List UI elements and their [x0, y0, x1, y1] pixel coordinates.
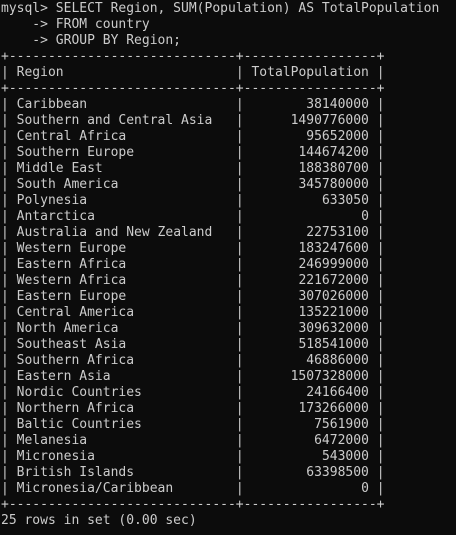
cell-region: North America: [16, 321, 119, 336]
cell-total-population: 144674200: [298, 145, 369, 160]
table-row: | Antarctica | 0 |: [1, 209, 385, 224]
table-row: | Southern and Central Asia | 1490776000…: [1, 113, 385, 128]
table-row: | Micronesia | 543000 |: [1, 449, 385, 464]
cell-region: Baltic Countries: [16, 417, 142, 432]
cell-total-population: 22753100: [306, 225, 369, 240]
cell-region: Southeast Asia: [16, 337, 127, 352]
cell-total-population: 188380700: [298, 161, 369, 176]
cell-total-population: 38140000: [306, 97, 369, 112]
cell-region: Eastern Asia: [16, 369, 111, 384]
table-row: | British Islands | 63398500 |: [1, 465, 385, 480]
table-row: | Western Europe | 183247600 |: [1, 241, 385, 256]
table-row: | Middle East | 188380700 |: [1, 161, 385, 176]
column-header-region: Region: [16, 65, 64, 80]
cell-total-population: 221672000: [298, 273, 369, 288]
cell-total-population: 24166400: [306, 385, 369, 400]
table-header-row: | Region | TotalPopulation |: [1, 65, 385, 80]
cell-region: Western Africa: [16, 273, 127, 288]
cell-region: Southern Europe: [16, 145, 135, 160]
cell-region: Middle East: [16, 161, 103, 176]
cell-total-population: 63398500: [306, 465, 369, 480]
table-row: | Caribbean | 38140000 |: [1, 97, 385, 112]
cell-region: Central Africa: [16, 129, 127, 144]
cell-region: British Islands: [16, 465, 135, 480]
cell-total-population: 95652000: [306, 129, 369, 144]
cell-region: South America: [16, 177, 119, 192]
cell-total-population: 518541000: [298, 337, 369, 352]
cell-region: Melanesia: [16, 433, 88, 448]
cell-total-population: 307026000: [298, 289, 369, 304]
table-row: | South America | 345780000 |: [1, 177, 385, 192]
cell-region: Eastern Africa: [16, 257, 127, 272]
cell-total-population: 0: [361, 209, 369, 224]
table-row: | Southern Europe | 144674200 |: [1, 145, 385, 160]
cell-region: Nordic Countries: [16, 385, 142, 400]
table-row: | Micronesia/Caribbean | 0 |: [1, 481, 385, 496]
cell-total-population: 246999000: [298, 257, 369, 272]
query-line-3: -> GROUP BY Region;: [1, 33, 182, 48]
table-row: | Central America | 135221000 |: [1, 305, 385, 320]
table-border-top: +-----------------------------+---------…: [1, 49, 385, 64]
result-summary: 25 rows in set (0.00 sec): [1, 513, 197, 528]
table-row: | Polynesia | 633050 |: [1, 193, 385, 208]
cell-total-population: 1490776000: [290, 113, 369, 128]
cell-region: Southern Africa: [16, 353, 135, 368]
cell-total-population: 1507328000: [290, 369, 369, 384]
cell-total-population: 183247600: [298, 241, 369, 256]
table-row: | Northern Africa | 173266000 |: [1, 401, 385, 416]
cell-region: Northern Africa: [16, 401, 135, 416]
cell-total-population: 7561900: [314, 417, 369, 432]
cell-total-population: 345780000: [298, 177, 369, 192]
table-row: | Southern Africa | 46886000 |: [1, 353, 385, 368]
table-row: | Eastern Africa | 246999000 |: [1, 257, 385, 272]
table-border-mid: +-----------------------------+---------…: [1, 81, 385, 96]
table-row: | Melanesia | 6472000 |: [1, 433, 385, 448]
table-row: | Eastern Asia | 1507328000 |: [1, 369, 385, 384]
table-row: | Australia and New Zealand | 22753100 |: [1, 225, 385, 240]
cell-region: Antarctica: [16, 209, 95, 224]
cell-total-population: 633050: [321, 193, 369, 208]
cell-region: Australia and New Zealand: [16, 225, 213, 240]
cell-region: Southern and Central Asia: [16, 113, 213, 128]
cell-region: Polynesia: [16, 193, 88, 208]
table-row: | North America | 309632000 |: [1, 321, 385, 336]
table-row: | Baltic Countries | 7561900 |: [1, 417, 385, 432]
cell-region: Western Europe: [16, 241, 127, 256]
table-row: | Nordic Countries | 24166400 |: [1, 385, 385, 400]
table-row: | Southeast Asia | 518541000 |: [1, 337, 385, 352]
cell-total-population: 6472000: [314, 433, 369, 448]
cell-total-population: 309632000: [298, 321, 369, 336]
table-border-bottom: +-----------------------------+---------…: [1, 497, 385, 512]
table-row: | Central Africa | 95652000 |: [1, 129, 385, 144]
table-row: | Western Africa | 221672000 |: [1, 273, 385, 288]
query-line-2: -> FROM country: [1, 17, 150, 32]
cell-total-population: 135221000: [298, 305, 369, 320]
cell-region: Eastern Europe: [16, 289, 127, 304]
table-row: | Eastern Europe | 307026000 |: [1, 289, 385, 304]
cell-total-population: 543000: [321, 449, 369, 464]
query-line-1: mysql> SELECT Region, SUM(Population) AS…: [1, 1, 440, 16]
cell-total-population: 0: [361, 481, 369, 496]
result-rows: | Caribbean | 38140000 | | Southern and C…: [1, 97, 456, 497]
column-header-total-population: TotalPopulation: [251, 65, 369, 80]
cell-total-population: 173266000: [298, 401, 369, 416]
cell-region: Micronesia: [16, 449, 95, 464]
cell-region: Central America: [16, 305, 135, 320]
cell-total-population: 46886000: [306, 353, 369, 368]
cell-region: Micronesia/Caribbean: [16, 481, 174, 496]
cell-region: Caribbean: [16, 97, 88, 112]
